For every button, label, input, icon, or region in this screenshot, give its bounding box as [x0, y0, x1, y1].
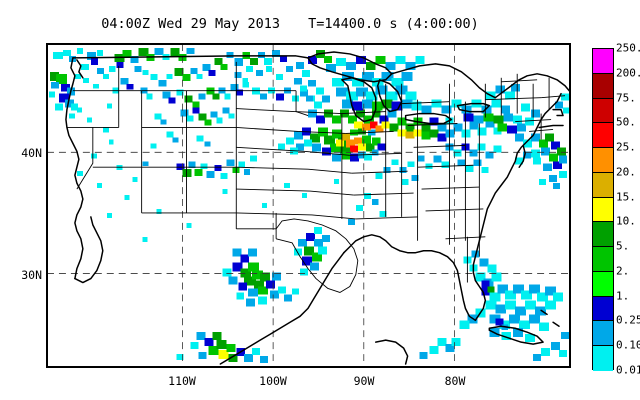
colorbar-band-4 [593, 148, 613, 173]
lon-tick-label-80w: 80W [444, 374, 466, 388]
colorbar-band-11 [593, 321, 613, 347]
colorbar-tick-0p10: 0.10 [616, 338, 640, 352]
lat-lon-gridlines [47, 44, 570, 367]
colorbar-tick-labels: 250. 200. 75. 50. 25. 20. 15. 10. 5. 2. 1. 0.25 0.10… [616, 42, 640, 377]
colorbar-legend: 250. 200. 75. 50. 25. 20. 15. 10. 5. 2. 1. 0.25 0.10… [592, 42, 640, 377]
title-model-time: T=14400.0 s (4:00:00) [308, 16, 479, 32]
colorbar-tick-0p25: 0.25 [616, 313, 640, 327]
colorbar-tick-0p01: 0.01 [616, 363, 640, 377]
colorbar-band-3 [593, 123, 613, 149]
colorbar-tick-1p: 1. [616, 289, 630, 303]
colorbar-band-10 [593, 296, 613, 322]
lon-tick-label-100w: 100W [259, 374, 287, 388]
colorbar-band-1 [593, 73, 613, 99]
colorbar-tick-50p: 50. [616, 115, 636, 129]
colorbar-band-6 [593, 197, 613, 223]
colorbar-band-12 [593, 346, 613, 371]
colorbar-band-2 [593, 98, 613, 124]
title-timestamp: 04:00Z Wed 29 May 2013 [101, 16, 281, 32]
map-canvas [47, 44, 570, 367]
colorbar-tick-25p: 25. [616, 140, 636, 154]
lon-tick-label-90w: 90W [353, 374, 375, 388]
lon-tick-label-110w: 110W [168, 374, 196, 388]
colorbar-band-9 [593, 271, 613, 297]
figure-title: 04:00Z Wed 29 May 2013 T=14400.0 s (4:00… [0, 16, 580, 32]
colorbar-tick-20p: 20. [616, 165, 636, 179]
colorbar-tick-2p: 2. [616, 264, 630, 278]
colorbar-tick-5p: 5. [616, 239, 630, 253]
colorbar-band-0 [593, 49, 613, 74]
coastlines [65, 51, 570, 365]
lat-tick-label-30n: 30N [21, 268, 42, 282]
colorbar-tick-10p: 10. [616, 214, 636, 228]
state-boundaries [66, 61, 566, 293]
colorbar-tick-200p: 200. [616, 66, 640, 80]
colorbar-tick-75p: 75. [616, 91, 636, 105]
colorbar-swatches [592, 48, 614, 371]
colorbar-band-7 [593, 222, 613, 248]
lat-tick-label-40n: 40N [21, 146, 42, 160]
colorbar-band-5 [593, 172, 613, 198]
map-plot-area [46, 43, 571, 368]
colorbar-tick-250p: 250. [616, 41, 640, 55]
colorbar-tick-15p: 15. [616, 190, 636, 204]
colorbar-band-8 [593, 247, 613, 272]
